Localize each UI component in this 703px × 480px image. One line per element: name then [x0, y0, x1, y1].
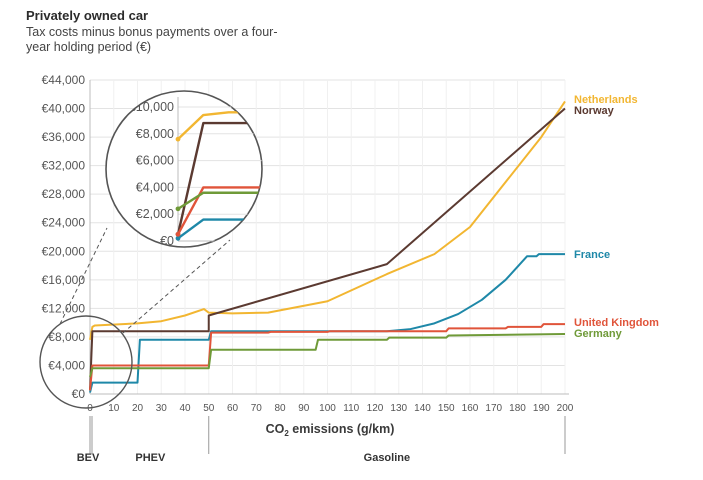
- inset-series-line: [176, 186, 262, 235]
- x-tick-label: 10: [108, 403, 120, 414]
- inset-series-point: [175, 231, 181, 237]
- y-tick-label: €32,000: [42, 159, 86, 173]
- y-tick-label: €8,000: [48, 330, 85, 344]
- chart-subtitle: Tax costs minus bonus payments over a fo…: [26, 25, 278, 54]
- x-tick-label: 90: [298, 403, 310, 414]
- series-label: Norway: [574, 105, 615, 117]
- y-tick-label: €28,000: [42, 187, 86, 201]
- zoom-source-circle: [39, 315, 133, 409]
- inset-series-point: [175, 206, 181, 212]
- y-tick-label: €12,000: [42, 301, 86, 315]
- y-axis: €0 €4,000 €8,000 €12,000 €16,000 €20,000 €24,0…: [42, 73, 86, 401]
- x-tick-label: 170: [485, 403, 502, 414]
- y-tick-label: €4,000: [48, 358, 85, 372]
- y-tick-label: €36,000: [42, 130, 86, 144]
- zoom-connector: [122, 239, 231, 334]
- x-tick-label: 130: [390, 403, 407, 414]
- x-tick-label: 20: [132, 403, 144, 414]
- x-tick-label: 150: [438, 403, 455, 414]
- x-tick-label: 140: [414, 403, 431, 414]
- series-line: [89, 333, 566, 378]
- y-tick-label: €44,000: [42, 73, 86, 87]
- x-tick-label: 80: [274, 403, 286, 414]
- band-label: Gasoline: [364, 452, 410, 464]
- x-tick-label: 50: [203, 403, 215, 414]
- inset-y-tick-label: €8,000: [136, 127, 174, 141]
- series-label: United Kingdom: [574, 317, 659, 329]
- x-axis-label: CO2 emissions (g/km): [266, 422, 395, 438]
- inset-y-tick-label: €2,000: [136, 207, 174, 221]
- series-label: Germany: [574, 328, 623, 340]
- y-tick-label: €20,000: [42, 244, 86, 258]
- category-bands: BEV PHEV Gasoline: [77, 416, 566, 464]
- series-line: [89, 253, 565, 393]
- inset-x-tick-label: 0: [175, 244, 182, 258]
- x-tick-label: 60: [227, 403, 239, 414]
- inset-series-point: [175, 235, 181, 241]
- inset-y-tick-label: €6,000: [136, 154, 174, 168]
- x-tick-label: 40: [179, 403, 191, 414]
- x-tick-label: 180: [509, 403, 526, 414]
- inset-series-line: [177, 191, 262, 210]
- inset-y-tick-label: €4,000: [136, 180, 174, 194]
- series-label: France: [574, 249, 610, 261]
- zoom-connector: [59, 227, 108, 325]
- x-tick-label: 120: [367, 403, 384, 414]
- chart-title: Privately owned car: [26, 8, 149, 23]
- x-tick-label: 70: [251, 403, 263, 414]
- x-tick-label: 160: [462, 403, 479, 414]
- x-tick-label: 110: [343, 403, 359, 414]
- band-label: PHEV: [135, 452, 166, 464]
- x-tick-label: 30: [156, 403, 168, 414]
- series-line: [89, 107, 566, 391]
- y-tick-label: €24,000: [42, 216, 86, 230]
- zoom-inset-circle: [105, 90, 263, 248]
- band-label: BEV: [77, 452, 100, 464]
- inset-y-tick-label: €0: [160, 234, 174, 248]
- inset-series-point: [175, 136, 181, 142]
- y-tick-label: €0: [72, 387, 86, 401]
- series-label: Netherlands: [574, 94, 638, 106]
- y-tick-label: €40,000: [42, 102, 86, 116]
- x-tick-label: 100: [319, 403, 336, 414]
- x-tick-label: 190: [533, 403, 550, 414]
- x-tick-label: 200: [557, 403, 574, 414]
- series-lines: [89, 100, 566, 393]
- x-axis: 0 10 20 30 40 50 60 70 80 90 100 110 120 130 140 150 160…: [87, 403, 574, 414]
- inset-series-line: [176, 121, 262, 235]
- y-tick-label: €16,000: [42, 273, 86, 287]
